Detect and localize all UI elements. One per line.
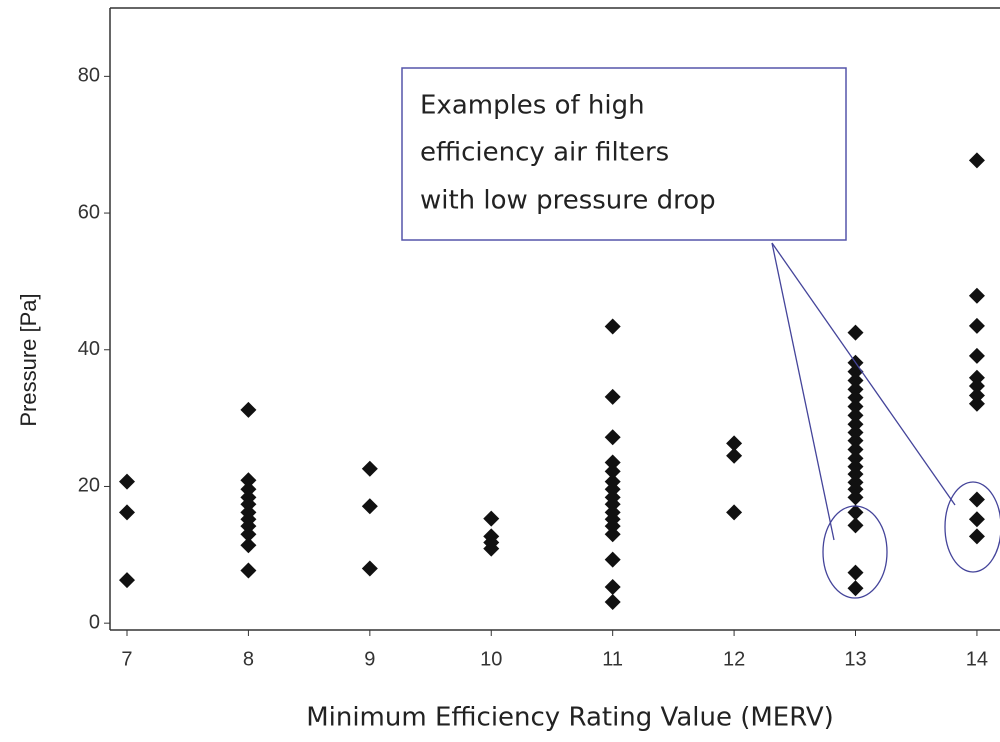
- point: [726, 504, 743, 521]
- point: [118, 572, 135, 589]
- point: [240, 481, 257, 498]
- point: [847, 407, 864, 424]
- point: [361, 498, 378, 515]
- point: [604, 388, 621, 405]
- point: [847, 416, 864, 433]
- point: [847, 450, 864, 467]
- point: [968, 317, 985, 334]
- highlight-ellipse: [822, 505, 888, 599]
- y-tick-label: 60: [78, 201, 100, 223]
- point: [361, 460, 378, 477]
- point: [847, 489, 864, 506]
- point: [968, 287, 985, 304]
- y-tick-label: 80: [78, 65, 100, 87]
- point: [968, 395, 985, 412]
- point: [483, 540, 500, 557]
- point: [847, 564, 864, 581]
- annotation-line: efficiency air filters: [420, 138, 669, 168]
- point: [847, 381, 864, 398]
- point: [604, 463, 621, 480]
- point: [240, 537, 257, 554]
- point: [847, 432, 864, 449]
- x-tick-label: 13: [844, 648, 866, 670]
- point: [726, 447, 743, 464]
- point: [968, 511, 985, 528]
- annotation-line: with low pressure drop: [420, 186, 716, 216]
- point: [240, 496, 257, 513]
- point: [604, 496, 621, 513]
- point: [604, 551, 621, 568]
- point: [847, 517, 864, 534]
- point: [604, 429, 621, 446]
- point: [240, 562, 257, 579]
- point: [968, 347, 985, 364]
- y-tick-label: 0: [89, 611, 100, 633]
- point: [240, 401, 257, 418]
- point: [847, 580, 864, 597]
- point: [847, 398, 864, 415]
- points: [118, 152, 985, 610]
- x-tick-label: 8: [243, 648, 254, 670]
- x-tick-label: 14: [966, 648, 988, 670]
- point: [847, 504, 864, 521]
- x-tick-label: 9: [364, 648, 375, 670]
- point: [847, 424, 864, 441]
- point: [604, 481, 621, 498]
- point: [847, 324, 864, 341]
- point: [968, 377, 985, 394]
- point: [968, 491, 985, 508]
- point: [604, 454, 621, 471]
- point: [361, 560, 378, 577]
- point: [604, 578, 621, 595]
- point: [604, 518, 621, 535]
- point: [968, 152, 985, 169]
- x-tick-label: 10: [480, 648, 502, 670]
- point: [240, 526, 257, 543]
- point: [604, 593, 621, 610]
- point: [847, 389, 864, 406]
- point: [847, 441, 864, 458]
- callout-line: [771, 242, 956, 506]
- x-tick-label: 7: [121, 648, 132, 670]
- point: [118, 504, 135, 521]
- point: [968, 387, 985, 404]
- highlight-ellipse: [944, 481, 1000, 573]
- y-tick-label: 20: [78, 475, 100, 497]
- x-axis-label: Minimum Efficiency Rating Value (MERV): [306, 703, 834, 733]
- x-tick-label: 11: [602, 648, 623, 670]
- y-tick-label: 40: [78, 338, 100, 360]
- point: [483, 510, 500, 527]
- point: [968, 528, 985, 545]
- point: [847, 466, 864, 483]
- annotation-box: [401, 67, 847, 241]
- callout-line: [771, 242, 835, 541]
- point: [240, 518, 257, 535]
- point: [604, 318, 621, 335]
- point: [968, 369, 985, 386]
- point: [118, 473, 135, 490]
- annotation-line: Examples of high: [420, 91, 645, 121]
- point: [240, 472, 257, 489]
- point: [604, 526, 621, 543]
- y-axis-label: Pressure [Pa]: [16, 293, 41, 426]
- x-tick-label: 12: [723, 648, 745, 670]
- point: [847, 372, 864, 389]
- point: [847, 481, 864, 498]
- point: [726, 435, 743, 452]
